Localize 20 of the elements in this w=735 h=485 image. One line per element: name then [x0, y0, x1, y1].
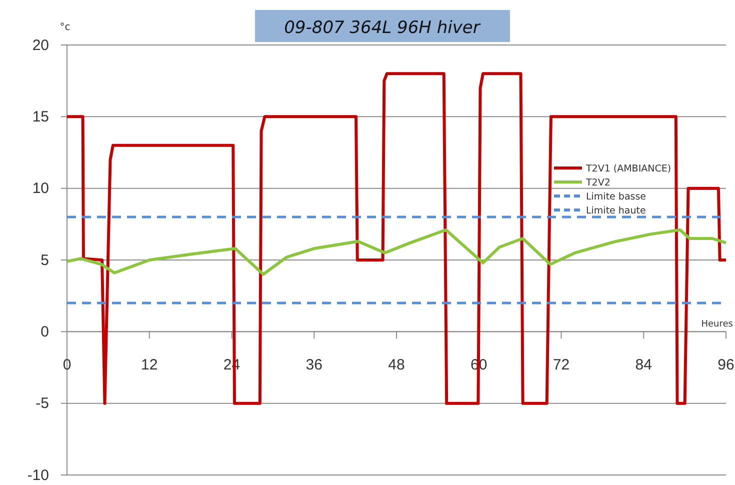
- legend-label: T2V1 (AMBIANCE): [585, 164, 672, 174]
- y-tick-label: -5: [36, 395, 49, 412]
- y-tick-label: 20: [32, 36, 49, 54]
- legend-label: Limite haute: [586, 206, 646, 216]
- y-tick-label: 10: [32, 180, 49, 198]
- y-tick-label: 0: [40, 323, 49, 340]
- y-tick-label: 5: [40, 252, 49, 269]
- x-tick-label: 96: [718, 356, 734, 374]
- y-tick-label: 15: [32, 108, 49, 126]
- x-tick-label: 84: [635, 356, 652, 374]
- y-axis-title: °c: [60, 22, 70, 33]
- x-tick-label: 36: [306, 356, 322, 374]
- x-tick-label: 72: [552, 356, 570, 374]
- y-tick-label: -10: [27, 466, 49, 484]
- x-tick-label: 48: [388, 356, 405, 374]
- legend-label: T2V2: [585, 178, 610, 188]
- x-tick-label: 12: [141, 356, 158, 374]
- chart-title: 09-807 364L 96H hiver: [284, 18, 481, 38]
- x-axis-title: Heures: [701, 320, 734, 330]
- legend-label: Limite basse: [586, 192, 646, 202]
